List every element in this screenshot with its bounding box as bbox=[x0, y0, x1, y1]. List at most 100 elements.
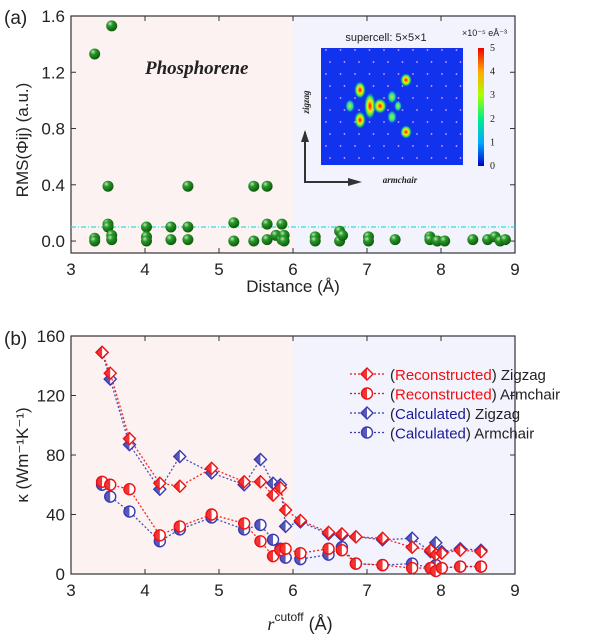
scatter-point bbox=[140, 221, 152, 233]
x-tick-label: 7 bbox=[362, 581, 371, 600]
data-point-half bbox=[322, 526, 329, 539]
atom-dot bbox=[459, 61, 462, 63]
data-point-half bbox=[474, 545, 481, 558]
y-tick-label: 120 bbox=[37, 387, 65, 406]
colorbar-tick-label: 0 bbox=[490, 161, 495, 172]
scatter-point bbox=[140, 235, 152, 247]
x-tick-label: 5 bbox=[214, 581, 223, 600]
atom-dot bbox=[387, 109, 389, 111]
data-point-half bbox=[104, 479, 111, 491]
scatter-point bbox=[106, 20, 118, 32]
data-point-half bbox=[154, 529, 160, 541]
arrowhead-icon bbox=[301, 130, 362, 186]
atom-dot bbox=[430, 133, 433, 135]
atom-dot bbox=[455, 49, 458, 51]
atom-dot bbox=[383, 121, 385, 123]
atom-dot bbox=[416, 157, 418, 159]
data-point-half bbox=[254, 475, 261, 488]
scatter-point bbox=[278, 235, 290, 247]
atom-dot bbox=[358, 109, 360, 111]
data-point-half bbox=[104, 491, 111, 503]
atom-dot bbox=[339, 145, 342, 147]
colorbar-tick-label: 3 bbox=[490, 90, 495, 101]
atom-dot bbox=[358, 133, 360, 135]
legend-entry: (Reconstructed) Zigzag bbox=[390, 367, 546, 384]
atom-dot bbox=[387, 157, 389, 159]
panel-label: (a) bbox=[4, 8, 27, 29]
atom-dot bbox=[430, 61, 433, 63]
data-point-half bbox=[280, 543, 286, 555]
atom-dot bbox=[339, 49, 342, 51]
scatter-point bbox=[248, 235, 260, 247]
data-point-half bbox=[430, 565, 436, 577]
colorbar-unit: ×10⁻⁵ eÅ⁻³ bbox=[462, 28, 507, 38]
y-tick-label: 1.6 bbox=[41, 7, 65, 26]
atom-dot bbox=[455, 145, 458, 147]
atom-dot bbox=[416, 85, 418, 87]
x-tick-label: 5 bbox=[214, 260, 223, 279]
atom-dot bbox=[455, 97, 458, 99]
scatter-point bbox=[248, 180, 260, 192]
plot-frame bbox=[70, 15, 516, 254]
atom-dot bbox=[383, 145, 385, 147]
atom-dot bbox=[343, 61, 346, 63]
data-point-half bbox=[294, 547, 301, 559]
atom-dot bbox=[416, 133, 418, 135]
series-reconstructed-armchair bbox=[95, 475, 488, 578]
colorbar bbox=[478, 48, 484, 166]
atom-dot bbox=[329, 133, 331, 135]
scatter-point bbox=[467, 234, 479, 246]
data-point-half bbox=[425, 562, 431, 574]
data-point-half bbox=[349, 530, 356, 543]
scatter-point bbox=[439, 235, 451, 247]
atom-dot bbox=[426, 121, 429, 123]
scatter-point bbox=[165, 234, 177, 246]
atom-dot bbox=[459, 157, 462, 159]
atom-dot bbox=[343, 85, 346, 87]
atom-dot bbox=[397, 97, 400, 99]
scatter-point bbox=[228, 235, 240, 247]
atom-dot bbox=[397, 49, 400, 51]
atom-dot bbox=[339, 121, 342, 123]
atom-dot bbox=[459, 109, 462, 111]
scatter-point bbox=[337, 229, 349, 241]
scatter-point bbox=[182, 234, 194, 246]
atom-dot bbox=[329, 157, 331, 159]
data-point-half bbox=[267, 534, 274, 546]
atom-dot bbox=[426, 73, 429, 75]
shaded-region-short-range bbox=[71, 16, 293, 253]
atom-dot bbox=[343, 109, 346, 111]
atom-dot bbox=[401, 133, 404, 135]
scatter-point bbox=[89, 235, 101, 247]
annotation-phosphorene: Phosphorene bbox=[144, 58, 249, 79]
scatter-point bbox=[362, 235, 374, 247]
atom-dot bbox=[441, 49, 443, 51]
data-point-half bbox=[267, 477, 274, 490]
x-tick-label: 3 bbox=[66, 260, 75, 279]
atom-dot bbox=[354, 73, 356, 75]
density-blob bbox=[345, 99, 355, 113]
scatter-point bbox=[261, 234, 273, 246]
series-reconstructed-zigzag bbox=[95, 345, 488, 562]
x-axis-label: rcutoff (Å) bbox=[267, 610, 332, 634]
atom-dot bbox=[358, 85, 360, 87]
inset-axis-armchair: armchair bbox=[383, 175, 418, 185]
legend-source: Reconstructed bbox=[395, 387, 492, 404]
x-tick-label: 9 bbox=[510, 260, 519, 279]
y-tick-label: 40 bbox=[46, 506, 65, 525]
data-point-half bbox=[96, 476, 103, 488]
atom-dot bbox=[325, 121, 327, 123]
data-point-half bbox=[123, 483, 130, 495]
scatter-point bbox=[106, 234, 118, 246]
y-tick-label: 1.2 bbox=[41, 63, 65, 82]
scatter-point bbox=[102, 180, 114, 192]
atom-dot bbox=[339, 97, 342, 99]
data-point-half bbox=[96, 346, 103, 359]
x-tick-label: 4 bbox=[140, 260, 149, 279]
atom-dot bbox=[358, 61, 360, 63]
atom-dot bbox=[430, 85, 433, 87]
data-point-half bbox=[123, 506, 130, 518]
legend-source: Calculated bbox=[395, 426, 466, 443]
density-blob bbox=[400, 73, 412, 87]
atom-dot bbox=[358, 157, 360, 159]
